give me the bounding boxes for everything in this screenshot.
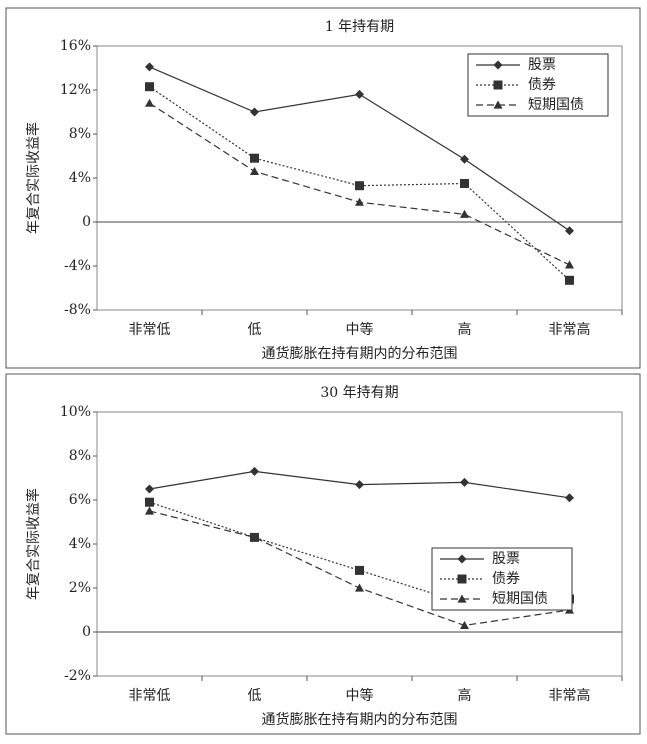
marker: [355, 583, 364, 592]
y-tick-label: 2%: [69, 580, 91, 596]
legend-label: 债券: [528, 77, 556, 93]
y-tick-label: 4%: [69, 536, 91, 552]
x-tick-label: 低: [248, 322, 262, 338]
marker: [145, 82, 154, 92]
plot-border: [96, 411, 623, 677]
legend-label: 股票: [492, 551, 520, 567]
x-axis-label: 通货膨胀在持有期内的分布范围: [262, 345, 458, 362]
marker: [145, 497, 154, 507]
y-tick-label: 6%: [69, 492, 91, 508]
marker: [565, 275, 574, 285]
x-tick-label: 非常高: [549, 687, 591, 704]
y-tick-label: 8%: [69, 126, 91, 142]
legend-label: 债券: [492, 571, 520, 587]
x-tick-label: 高: [458, 687, 472, 704]
y-tick-label: 8%: [69, 448, 91, 464]
x-tick-label: 高: [458, 321, 472, 338]
marker: [250, 153, 259, 163]
marker: [250, 532, 259, 541]
y-axis-label: 年复合实际收益率: [25, 488, 42, 600]
x-tick-label: 低: [248, 688, 262, 704]
marker: [250, 466, 259, 476]
marker: [460, 620, 469, 629]
marker: [145, 506, 154, 515]
legend-box: [467, 53, 609, 117]
panel-border: [5, 7, 641, 369]
marker: [493, 60, 503, 70]
marker: [355, 197, 364, 206]
marker: [457, 594, 467, 603]
marker: [565, 493, 574, 503]
legend-label: 股票: [528, 57, 556, 73]
marker: [355, 565, 364, 575]
marker: [250, 107, 259, 117]
y-tick-label: 16%: [60, 38, 91, 54]
chart-title: 1 年持有期: [325, 19, 394, 35]
legend-label: 短期国债: [528, 97, 584, 113]
x-tick-label: 中等: [346, 321, 374, 338]
marker: [145, 62, 154, 72]
panel-border: [5, 373, 641, 735]
x-tick-label: 非常高: [549, 321, 591, 338]
y-tick-label: 4%: [69, 170, 91, 186]
y-tick-label: -4%: [64, 258, 91, 274]
marker: [457, 574, 467, 584]
marker: [355, 89, 364, 99]
y-tick-label: 0: [82, 214, 91, 230]
marker: [460, 477, 469, 487]
chart-title: 30 年持有期: [320, 385, 398, 401]
series-line: [149, 86, 570, 281]
x-tick-label: 非常低: [129, 688, 171, 704]
marker: [145, 98, 154, 107]
marker: [460, 154, 469, 164]
y-axis-label: 年复合实际收益率: [25, 122, 42, 234]
marker: [493, 100, 503, 109]
x-tick-label: 中等: [346, 687, 374, 704]
legend-box: [431, 547, 573, 611]
marker: [457, 554, 467, 564]
y-tick-label: -2%: [64, 668, 91, 684]
marker: [355, 181, 364, 191]
legend-label: 短期国债: [492, 591, 548, 607]
x-tick-label: 非常低: [129, 322, 171, 338]
y-tick-label: 10%: [60, 404, 91, 420]
marker: [355, 480, 364, 490]
y-tick-label: 12%: [60, 82, 91, 98]
marker: [250, 166, 259, 175]
marker: [145, 484, 154, 494]
marker: [460, 179, 469, 188]
y-tick-label: -8%: [64, 302, 91, 318]
marker: [565, 260, 574, 269]
x-axis-label: 通货膨胀在持有期内的分布范围: [262, 711, 458, 728]
marker: [493, 80, 503, 90]
marker: [565, 226, 574, 236]
marker: [460, 209, 469, 218]
y-tick-label: 0: [82, 624, 91, 640]
